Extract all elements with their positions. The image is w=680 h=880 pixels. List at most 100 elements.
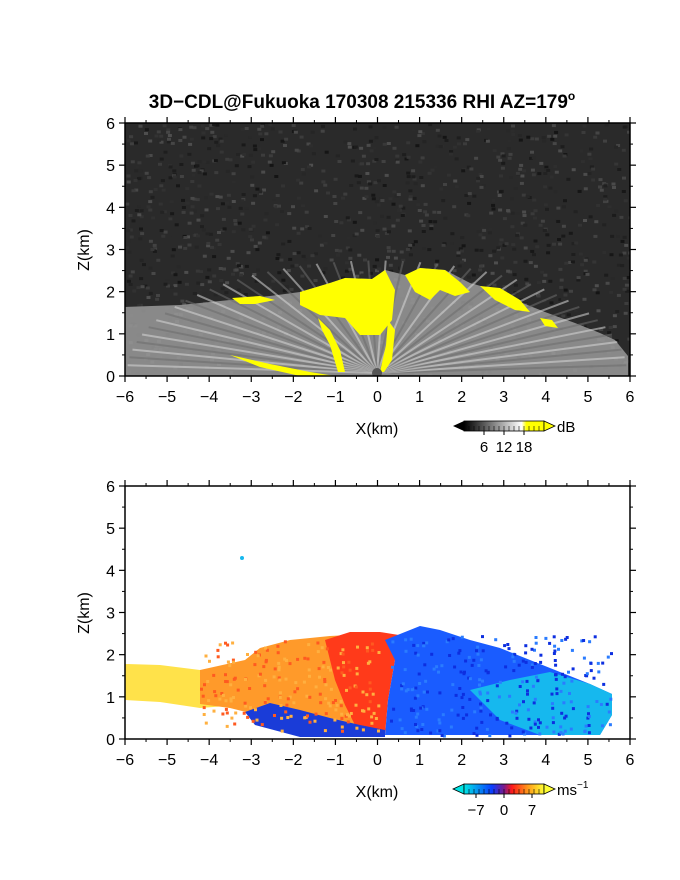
noise-speck: [553, 190, 558, 194]
noise-speck: [291, 124, 296, 127]
noise-speck: [382, 142, 387, 146]
noise-speck: [128, 274, 133, 278]
noise-speck: [421, 224, 426, 227]
noise-speck: [198, 288, 203, 292]
noise-speck: [368, 125, 373, 129]
noise-speck: [415, 144, 420, 148]
velocity-speck: [539, 660, 543, 664]
noise-speck: [313, 279, 318, 282]
noise-speck: [376, 203, 381, 207]
velocity-speck: [317, 667, 321, 671]
noise-speck: [146, 296, 151, 299]
noise-speck: [135, 165, 140, 169]
panel2-x-tick-label: 6: [626, 752, 635, 769]
noise-speck: [622, 176, 626, 180]
noise-speck: [189, 125, 194, 129]
velocity-speck: [224, 707, 228, 711]
velocity-speck: [368, 687, 372, 691]
noise-speck: [364, 195, 369, 199]
noise-speck: [611, 182, 616, 186]
noise-speck: [212, 123, 217, 127]
velocity-cyan-region: [470, 672, 612, 735]
noise-speck: [197, 160, 202, 164]
velocity-speck: [224, 680, 228, 683]
noise-speck: [210, 130, 215, 134]
noise-speck: [344, 261, 349, 265]
noise-speck: [429, 227, 434, 231]
noise-speck: [143, 284, 148, 288]
velocity-speck: [481, 649, 485, 653]
velocity-speck: [506, 643, 510, 646]
noise-speck: [268, 154, 273, 158]
noise-speck: [610, 234, 615, 238]
noise-speck: [125, 202, 130, 206]
noise-speck: [406, 141, 411, 145]
noise-speck: [622, 125, 627, 129]
beam-ray: [376, 319, 598, 374]
noise-speck: [515, 212, 520, 215]
noise-speck: [478, 233, 483, 237]
colorbar-db-tick-label: 12: [496, 439, 513, 456]
noise-speck: [250, 175, 255, 179]
noise-speck: [412, 177, 417, 181]
noise-speck: [552, 242, 556, 246]
noise-speck: [236, 264, 241, 268]
noise-speck: [244, 264, 249, 268]
noise-speck: [216, 207, 220, 211]
noise-speck: [366, 162, 371, 166]
noise-speck: [321, 124, 325, 128]
noise-speck: [156, 258, 161, 262]
noise-speck: [387, 249, 391, 253]
velocity-speck: [530, 647, 534, 651]
colorbar-velocity-right-arrow: [543, 783, 556, 795]
velocity-speck: [213, 690, 217, 694]
noise-speck: [467, 201, 472, 205]
velocity-speck: [346, 713, 349, 717]
noise-speck: [243, 293, 248, 296]
velocity-speck: [347, 714, 351, 718]
noise-speck: [264, 212, 269, 216]
velocity-speck: [284, 710, 288, 714]
noise-speck: [213, 293, 218, 297]
beam-ray: [376, 271, 488, 374]
velocity-speck: [348, 668, 352, 672]
velocity-speck: [212, 709, 216, 713]
noise-speck: [274, 175, 279, 178]
noise-speck: [203, 196, 208, 200]
noise-speck: [176, 265, 181, 269]
noise-speck: [212, 255, 217, 259]
noise-speck: [170, 254, 175, 258]
velocity-speck: [324, 712, 328, 716]
noise-speck: [595, 131, 600, 135]
velocity-speck: [467, 676, 471, 680]
noise-speck: [195, 198, 200, 202]
panel2-velocity-field: [125, 556, 613, 738]
noise-speck: [513, 283, 518, 287]
noise-speck: [233, 219, 238, 222]
noise-speck: [545, 207, 549, 211]
noise-speck: [532, 198, 537, 202]
noise-speck: [240, 212, 245, 216]
noise-speck: [411, 128, 416, 132]
velocity-speck: [441, 713, 445, 717]
panel2-y-tick-label: 0: [106, 732, 115, 749]
noise-speck: [359, 146, 364, 150]
velocity-speck: [415, 725, 419, 729]
velocity-speck: [561, 732, 565, 736]
noise-speck: [279, 258, 284, 262]
noise-speck: [262, 188, 266, 192]
noise-speck: [602, 251, 607, 255]
noise-speck: [381, 160, 386, 163]
noise-speck: [540, 270, 545, 274]
velocity-speck: [533, 697, 537, 701]
velocity-speck: [530, 663, 534, 667]
velocity-speck: [589, 661, 593, 665]
velocity-speck: [339, 652, 343, 656]
noise-speck: [499, 238, 504, 242]
noise-speck: [523, 259, 528, 263]
velocity-speck: [334, 708, 338, 712]
noise-speck: [170, 212, 175, 216]
velocity-speck: [569, 727, 573, 731]
noise-speck: [501, 154, 506, 158]
noise-speck: [388, 263, 393, 267]
